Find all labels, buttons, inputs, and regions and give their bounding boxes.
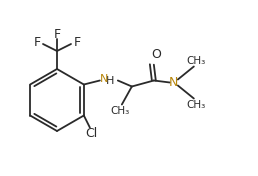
Text: F: F [53,27,61,40]
Text: F: F [74,36,80,49]
Text: F: F [34,36,41,49]
Text: CH₃: CH₃ [186,99,205,109]
Text: CH₃: CH₃ [186,55,205,65]
Text: O: O [151,48,161,61]
Text: N: N [169,76,179,89]
Text: CH₃: CH₃ [110,106,130,117]
Text: Cl: Cl [86,127,98,140]
Text: N: N [100,74,108,84]
Text: H: H [106,76,114,86]
